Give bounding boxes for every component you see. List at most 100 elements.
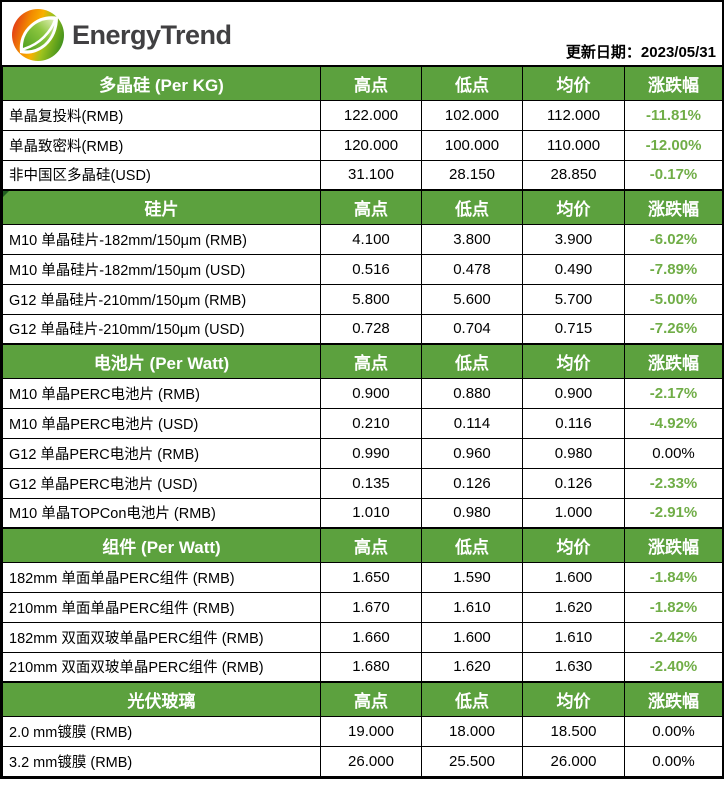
product-label: G12 单晶PERC电池片 (RMB) <box>2 437 321 469</box>
product-label: M10 单晶PERC电池片 (RMB) <box>2 377 321 409</box>
high-value: 0.990 <box>320 437 422 469</box>
low-value: 0.880 <box>421 377 523 409</box>
change-value: -2.42% <box>624 621 723 653</box>
avg-value: 1.630 <box>522 651 625 683</box>
update-date: 更新日期：2023/05/31 <box>566 41 716 62</box>
column-header-high: 高点 <box>320 681 422 717</box>
low-value: 100.000 <box>421 129 523 161</box>
table-row: G12 单晶PERC电池片 (RMB) 0.990 0.960 0.980 0.… <box>2 437 723 469</box>
update-date-value: 2023/05/31 <box>640 44 716 61</box>
column-header-avg: 均价 <box>522 343 625 379</box>
table-row: 非中国区多晶硅(USD) 31.100 28.150 28.850 -0.17% <box>2 159 723 191</box>
top-bar: EnergyTrend 更新日期：2023/05/31 <box>2 2 722 65</box>
high-value: 26.000 <box>320 745 422 777</box>
column-header-low: 低点 <box>421 681 523 717</box>
avg-value: 0.126 <box>522 467 625 499</box>
section-title: 多晶硅 (Per KG) <box>2 65 321 101</box>
section-header-wafer: 硅片 高点 低点 均价 涨跌幅 <box>2 189 723 225</box>
section-title: 组件 (Per Watt) <box>2 527 321 563</box>
low-value: 102.000 <box>421 99 523 131</box>
high-value: 19.000 <box>320 715 422 747</box>
section-title: 光伏玻璃 <box>2 681 321 717</box>
table-row: G12 单晶PERC电池片 (USD) 0.135 0.126 0.126 -2… <box>2 467 723 499</box>
high-value: 0.900 <box>320 377 422 409</box>
avg-value: 26.000 <box>522 745 625 777</box>
high-value: 1.670 <box>320 591 422 623</box>
high-value: 1.660 <box>320 621 422 653</box>
table-row: G12 单晶硅片-210mm/150μm (USD) 0.728 0.704 0… <box>2 313 723 345</box>
change-value: 0.00% <box>624 437 723 469</box>
high-value: 0.210 <box>320 407 422 439</box>
table-row: 3.2 mm镀膜 (RMB) 26.000 25.500 26.000 0.00… <box>2 745 723 777</box>
high-value: 1.650 <box>320 561 422 593</box>
product-label: 182mm 单面单晶PERC组件 (RMB) <box>2 561 321 593</box>
table-row: M10 单晶TOPCon电池片 (RMB) 1.010 0.980 1.000 … <box>2 497 723 529</box>
product-label: 182mm 双面双玻单晶PERC组件 (RMB) <box>2 621 321 653</box>
change-value: -1.82% <box>624 591 723 623</box>
change-value: -6.02% <box>624 223 723 255</box>
change-value: -2.91% <box>624 497 723 529</box>
change-value: -2.33% <box>624 467 723 499</box>
change-value: 0.00% <box>624 715 723 747</box>
high-value: 5.800 <box>320 283 422 315</box>
product-label: 单晶致密料(RMB) <box>2 129 321 161</box>
column-header-change: 涨跌幅 <box>624 65 723 101</box>
column-header-change: 涨跌幅 <box>624 527 723 563</box>
avg-value: 3.900 <box>522 223 625 255</box>
column-header-high: 高点 <box>320 65 422 101</box>
high-value: 0.516 <box>320 253 422 285</box>
column-header-low: 低点 <box>421 65 523 101</box>
avg-value: 1.620 <box>522 591 625 623</box>
table-row: 182mm 双面双玻单晶PERC组件 (RMB) 1.660 1.600 1.6… <box>2 621 723 653</box>
avg-value: 0.715 <box>522 313 625 345</box>
table-row: 182mm 单面单晶PERC组件 (RMB) 1.650 1.590 1.600… <box>2 561 723 593</box>
low-value: 0.114 <box>421 407 523 439</box>
low-value: 25.500 <box>421 745 523 777</box>
change-value: -4.92% <box>624 407 723 439</box>
change-value: -7.26% <box>624 313 723 345</box>
product-label: G12 单晶硅片-210mm/150μm (RMB) <box>2 283 321 315</box>
change-value: -0.17% <box>624 159 723 191</box>
low-value: 0.126 <box>421 467 523 499</box>
high-value: 120.000 <box>320 129 422 161</box>
avg-value: 18.500 <box>522 715 625 747</box>
product-label: G12 单晶PERC电池片 (USD) <box>2 467 321 499</box>
section-header-polysilicon: 多晶硅 (Per KG) 高点 低点 均价 涨跌幅 <box>2 65 723 101</box>
corner-marker <box>3 192 9 197</box>
section-header-module: 组件 (Per Watt) 高点 低点 均价 涨跌幅 <box>2 527 723 563</box>
low-value: 0.478 <box>421 253 523 285</box>
low-value: 3.800 <box>421 223 523 255</box>
high-value: 4.100 <box>320 223 422 255</box>
product-label: 非中国区多晶硅(USD) <box>2 159 321 191</box>
table-row: 210mm 双面双玻单晶PERC组件 (RMB) 1.680 1.620 1.6… <box>2 651 723 683</box>
column-header-high: 高点 <box>320 527 422 563</box>
low-value: 18.000 <box>421 715 523 747</box>
low-value: 0.980 <box>421 497 523 529</box>
column-header-avg: 均价 <box>522 681 625 717</box>
column-header-avg: 均价 <box>522 65 625 101</box>
column-header-high: 高点 <box>320 343 422 379</box>
table-row: G12 单晶硅片-210mm/150μm (RMB) 5.800 5.600 5… <box>2 283 723 315</box>
low-value: 1.620 <box>421 651 523 683</box>
avg-value: 0.980 <box>522 437 625 469</box>
change-value: -11.81% <box>624 99 723 131</box>
brand-wordmark: EnergyTrend <box>72 19 232 50</box>
product-label: M10 单晶硅片-182mm/150μm (USD) <box>2 253 321 285</box>
section-header-glass: 光伏玻璃 高点 低点 均价 涨跌幅 <box>2 681 723 717</box>
change-value: -2.40% <box>624 651 723 683</box>
product-label: 单晶复投料(RMB) <box>2 99 321 131</box>
change-value: -1.84% <box>624 561 723 593</box>
high-value: 122.000 <box>320 99 422 131</box>
section-header-cell: 电池片 (Per Watt) 高点 低点 均价 涨跌幅 <box>2 343 723 379</box>
column-header-low: 低点 <box>421 189 523 225</box>
table-row: 210mm 单面单晶PERC组件 (RMB) 1.670 1.610 1.620… <box>2 591 723 623</box>
avg-value: 28.850 <box>522 159 625 191</box>
product-label: M10 单晶PERC电池片 (USD) <box>2 407 321 439</box>
table-row: 单晶复投料(RMB) 122.000 102.000 112.000 -11.8… <box>2 99 723 131</box>
energytrend-logo-icon <box>12 9 64 61</box>
high-value: 1.010 <box>320 497 422 529</box>
avg-value: 1.600 <box>522 561 625 593</box>
product-label: G12 单晶硅片-210mm/150μm (USD) <box>2 313 321 345</box>
avg-value: 0.116 <box>522 407 625 439</box>
